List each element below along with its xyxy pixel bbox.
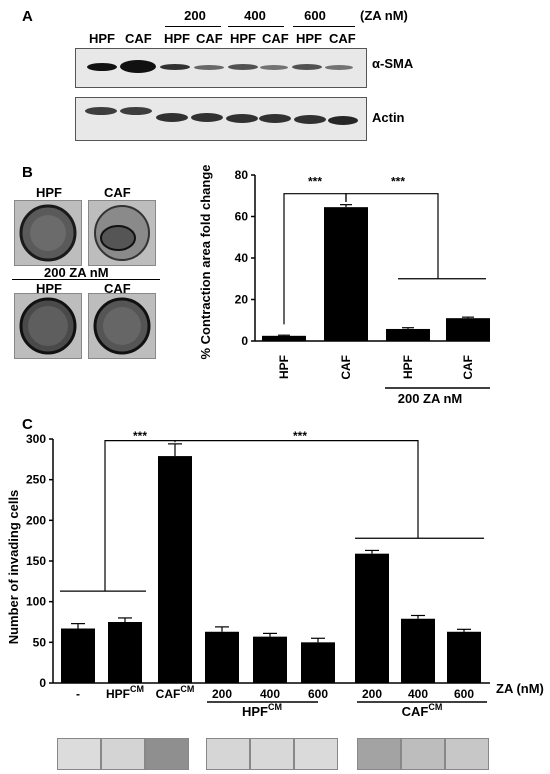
lane-label: CAF — [329, 31, 356, 46]
contraction-y-tick-label: 40 — [235, 251, 249, 265]
contraction-x-tick-label: CAF — [339, 355, 353, 380]
dose-underline-400 — [228, 26, 284, 27]
actin-label: Actin — [372, 110, 405, 125]
contraction-group-label: 200 ZA nM — [398, 391, 463, 406]
za-unit-label: (ZA nM) — [360, 8, 408, 23]
invasion-y-tick-label: 300 — [26, 432, 46, 446]
panel-c-letter: C — [22, 416, 33, 433]
micrograph-caf-200 — [357, 738, 401, 770]
lane-label: CAF — [196, 31, 223, 46]
invasion-bar — [401, 618, 435, 683]
invasion-x-tick-label: 200 — [212, 687, 232, 701]
invasion-y-tick-label: 100 — [26, 595, 46, 609]
well-group-label: 200 ZA nM — [44, 265, 109, 280]
lane-label: HPF — [89, 31, 115, 46]
well-label-caf-za: CAF — [104, 281, 131, 296]
well-image-hpf-za — [14, 293, 82, 359]
well-image-caf — [88, 200, 156, 266]
invasion-x-tick-label: 600 — [454, 687, 474, 701]
invasion-x-tick-label: 400 — [260, 687, 280, 701]
well-label-hpf: HPF — [36, 185, 62, 200]
invasion-bar — [355, 553, 389, 683]
dose-header-400: 400 — [244, 8, 266, 23]
invasion-y-tick-label: 0 — [39, 676, 46, 690]
contraction-y-axis-label: % Contraction area fold change — [198, 164, 213, 359]
contraction-bar — [262, 335, 306, 341]
panel-b-letter: B — [22, 164, 33, 181]
invasion-bar — [108, 622, 142, 683]
contraction-bar — [324, 207, 368, 341]
invasion-bar — [253, 636, 287, 683]
invasion-sig-bracket — [104, 440, 176, 592]
contraction-bar — [446, 318, 490, 341]
contraction-x-tick-label: HPF — [277, 355, 291, 379]
invasion-x-tick-label: 400 — [408, 687, 428, 701]
lane-label: HPF — [164, 31, 190, 46]
invasion-y-tick-label: 250 — [26, 473, 46, 487]
actin-blot-image — [75, 97, 367, 141]
contraction-y-tick-label: 60 — [235, 210, 249, 224]
invasion-chart: Number of invading cells 0 50 100 150 200 250… — [6, 430, 544, 719]
micrograph-control — [57, 738, 101, 770]
well-image-hpf — [14, 200, 82, 266]
sma-blot-image — [75, 48, 367, 88]
contraction-x-tick-label: CAF — [461, 355, 475, 380]
invasion-sig-bracket — [175, 440, 419, 539]
hpf-cm-group-label: HPFCM — [242, 702, 282, 719]
invasion-bar — [61, 628, 95, 683]
lane-label: CAF — [262, 31, 289, 46]
contraction-sig-bracket — [345, 193, 439, 279]
invasion-sig-label: *** — [133, 430, 147, 443]
invasion-bar — [158, 456, 192, 683]
contraction-x-tick-label: HPF — [401, 355, 415, 379]
contraction-y-tick-label: 0 — [241, 334, 248, 348]
micrograph-caf-600 — [445, 738, 489, 770]
micrograph-hpf-cm — [101, 738, 145, 770]
invasion-x-tick-label: 600 — [308, 687, 328, 701]
contraction-bar — [386, 328, 430, 341]
invasion-bar — [301, 642, 335, 683]
invasion-y-tick-label: 200 — [26, 513, 46, 527]
well-label-hpf-za: HPF — [36, 281, 62, 296]
panel-a-letter: A — [22, 8, 33, 25]
dose-underline-600 — [293, 26, 355, 27]
invasion-sig-label: *** — [293, 430, 307, 443]
lane-label: HPF — [230, 31, 256, 46]
invasion-x-tick-label: 200 — [362, 687, 382, 701]
invasion-bar — [447, 631, 481, 683]
lane-label: HPF — [296, 31, 322, 46]
invasion-x-tick-label: CAFCM — [156, 684, 195, 701]
well-group-line — [12, 279, 160, 280]
dose-header-200: 200 — [184, 8, 206, 23]
invasion-y-tick-label: 150 — [26, 554, 46, 568]
micrograph-caf-cm — [145, 738, 189, 770]
invasion-y-tick-label: 50 — [33, 635, 47, 649]
dose-underline-200 — [165, 26, 221, 27]
invasion-bar — [205, 631, 239, 683]
micrograph-hpf-200 — [206, 738, 250, 770]
invasion-y-axis-label: Number of invading cells — [6, 490, 21, 645]
well-label-caf: CAF — [104, 185, 131, 200]
dose-header-600: 600 — [304, 8, 326, 23]
invasion-x-tick-label: - — [76, 687, 80, 701]
lane-label: CAF — [125, 31, 152, 46]
contraction-y-tick-label: 20 — [235, 293, 249, 307]
contraction-sig-label: *** — [308, 174, 322, 188]
well-image-caf-za — [88, 293, 156, 359]
contraction-y-tick-label: 80 — [235, 168, 249, 182]
sma-label: α-SMA — [372, 56, 414, 71]
za-dose-label: ZA (nM) — [496, 681, 544, 696]
micrograph-hpf-600 — [294, 738, 338, 770]
micrograph-caf-400 — [401, 738, 445, 770]
contraction-chart: % Contraction area fold change 0 20 40 60 80… — [198, 164, 490, 406]
caf-cm-group-label: CAFCM — [402, 702, 443, 719]
contraction-sig-label: *** — [391, 174, 405, 188]
micrograph-hpf-400 — [250, 738, 294, 770]
invasion-x-tick-label: HPFCM — [106, 684, 144, 701]
